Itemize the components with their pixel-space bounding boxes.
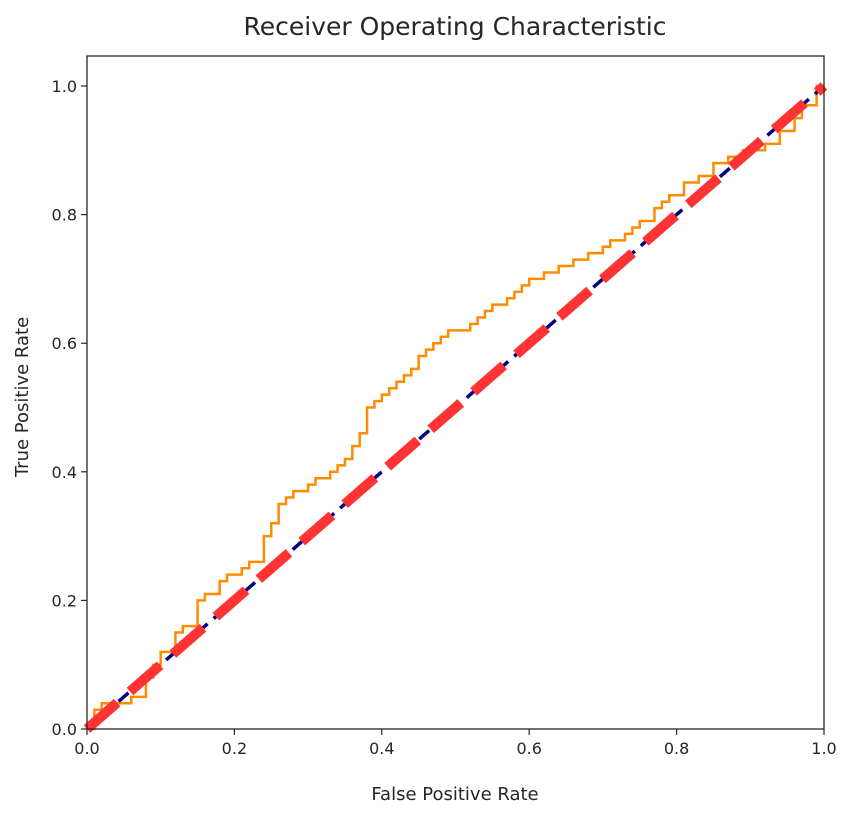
x-tick-label: 1.0 [811,739,836,758]
roc-curve [87,84,824,731]
x-tick-label: 0.4 [369,739,394,758]
chart-title: Receiver Operating Characteristic [244,12,667,41]
x-tick-label: 0.8 [664,739,689,758]
y-tick-label: 0.2 [52,591,77,610]
y-axis-label: True Positive Rate [12,317,33,478]
reference-diagonal-red [83,82,828,733]
x-axis-label: False Positive Rate [371,784,538,805]
x-tick-label: 0.2 [222,739,247,758]
y-tick-label: 0.8 [52,206,77,225]
y-tick-label: 0.6 [52,334,77,353]
plot-area [83,82,828,733]
plot-frame [86,55,825,730]
x-tick-label: 0.6 [516,739,541,758]
y-tick-label: 1.0 [52,77,77,96]
x-tick-label: 0.0 [74,739,99,758]
y-tick-label: 0.4 [52,463,77,482]
y-tick-label: 0.0 [52,720,77,739]
